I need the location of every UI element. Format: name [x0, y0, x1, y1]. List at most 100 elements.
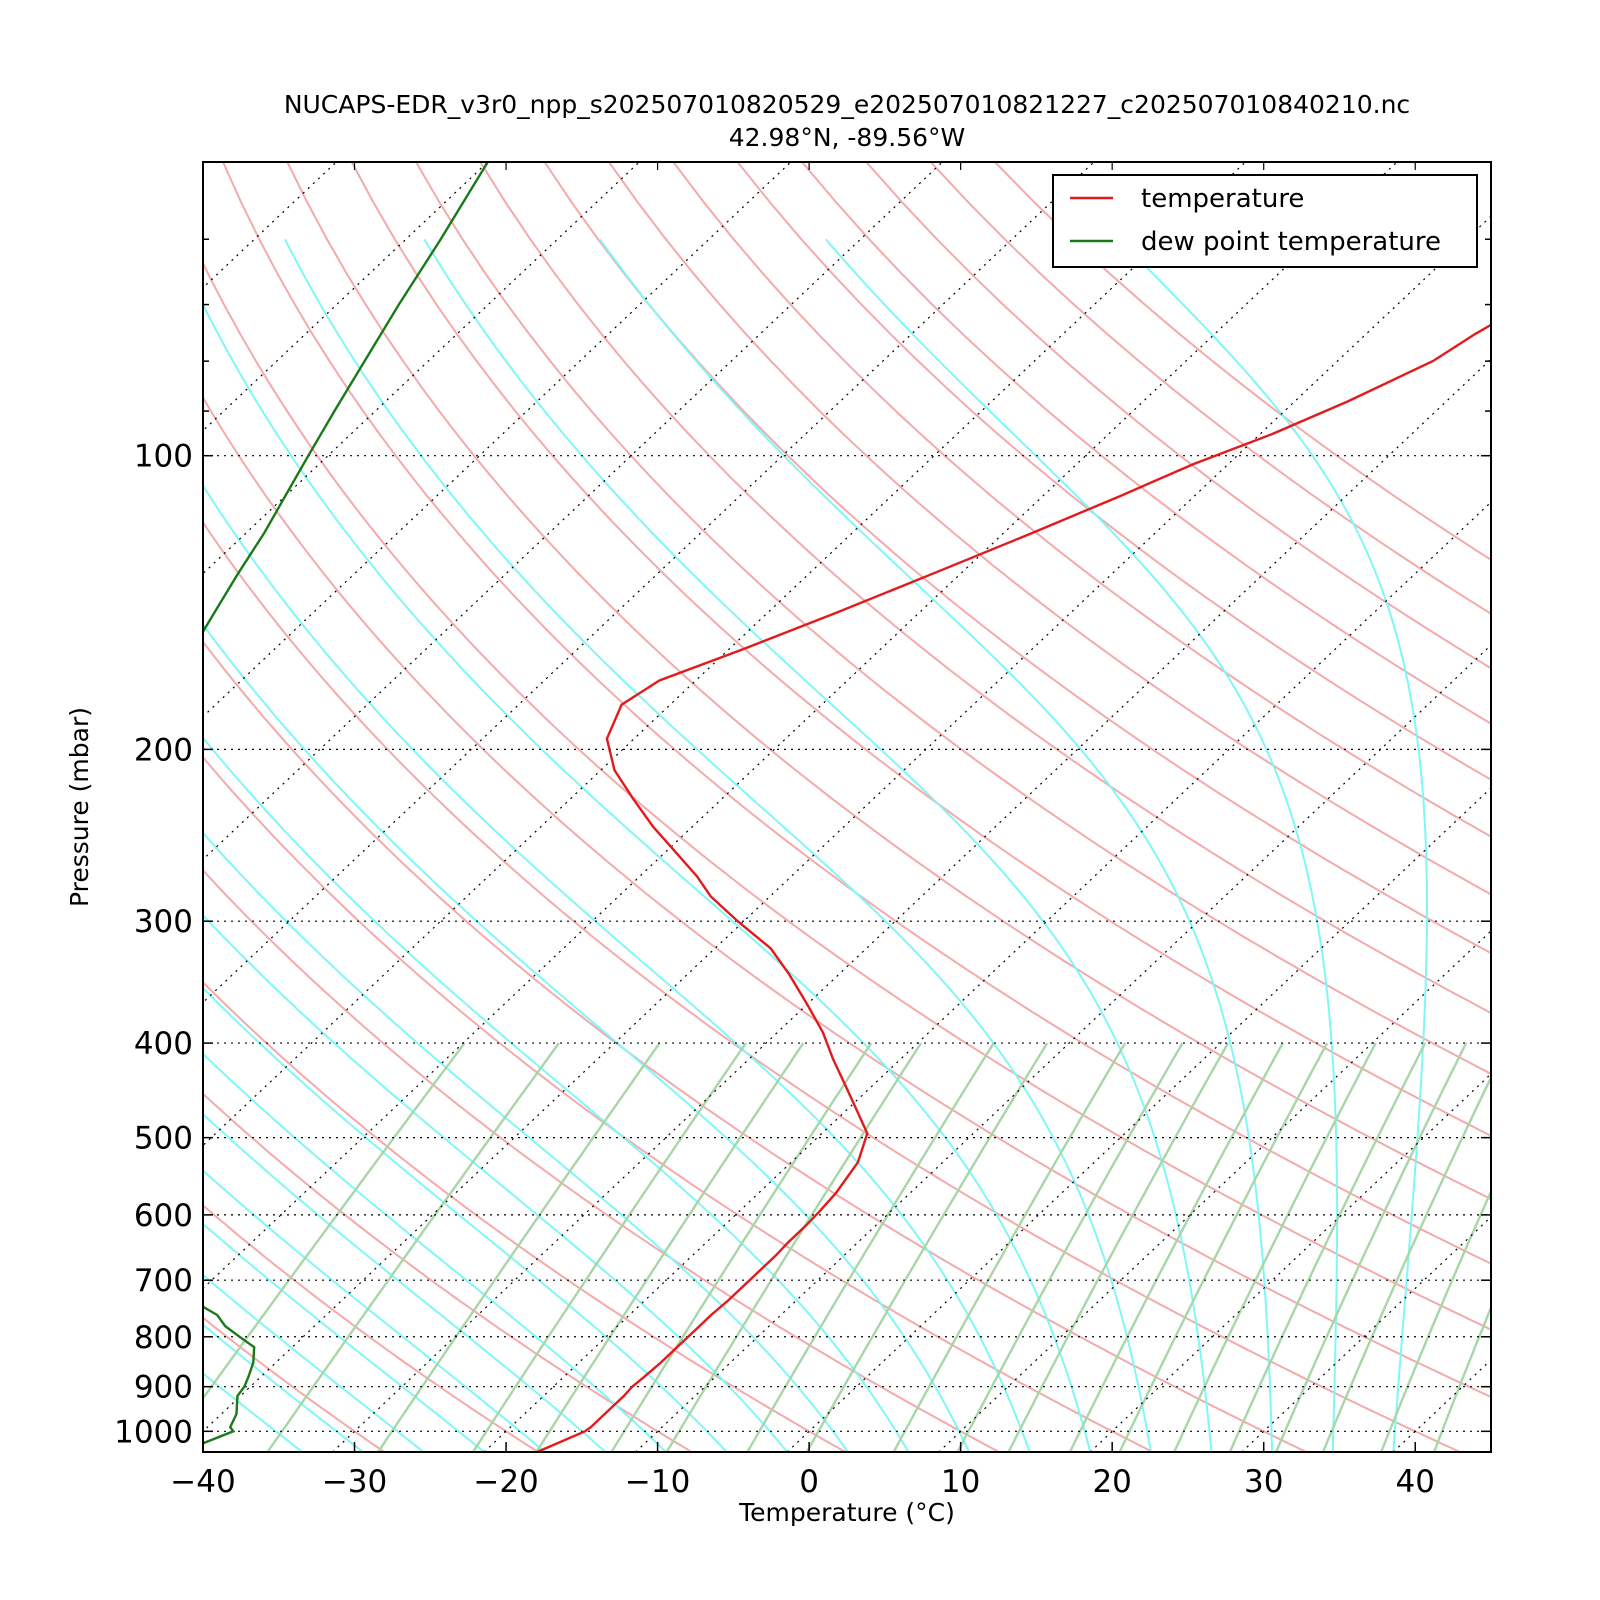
moist-adiabat	[203, 913, 788, 1452]
moist-adiabat	[203, 1372, 303, 1452]
mixing-ratio-line	[805, 1042, 1049, 1452]
plot-frame	[202, 161, 1492, 1453]
mixing-ratio-line	[1173, 1042, 1377, 1452]
y-axis: 100 200 300 400 500 600 700 800 900 1000	[114, 161, 1491, 1450]
chart-title: NUCAPS-EDR_v3r0_npp_s202507010820529_e20…	[284, 90, 1410, 119]
dry-adiabat	[203, 1316, 385, 1452]
isotherm-line	[0, 162, 33, 1452]
y-tick-label: 500	[134, 1121, 193, 1157]
dry-adiabat	[608, 162, 1491, 896]
mixing-ratio-line	[1118, 1042, 1329, 1452]
y-tick-label: 700	[134, 1263, 193, 1299]
isotherm-line	[203, 162, 943, 861]
moist-adiabat	[203, 302, 1092, 1452]
dry-adiabat	[286, 162, 1491, 1201]
dry-adiabat	[479, 162, 1491, 1015]
y-tick-label: 1000	[114, 1414, 193, 1450]
isobar-gridlines	[203, 455, 1491, 1432]
dry-adiabat	[203, 395, 1491, 1399]
mixing-ratio-line	[472, 1042, 747, 1452]
mixing-ratio-line	[1380, 1188, 1491, 1452]
mixing-ratio-line	[203, 1042, 466, 1401]
dry-adiabat	[543, 162, 1491, 955]
dry-adiabats	[203, 162, 1491, 1452]
dry-adiabat	[203, 640, 1307, 1452]
mixing-ratio-line	[266, 1042, 560, 1452]
x-tick-label: 30	[1244, 1464, 1283, 1500]
x-tick-label: −20	[473, 1464, 538, 1500]
x-tick-label: 40	[1396, 1464, 1435, 1500]
x-tick-label: −10	[625, 1464, 690, 1500]
moist-adiabat	[284, 238, 1152, 1452]
legend-box	[1052, 174, 1478, 268]
moist-adiabat	[203, 1273, 425, 1452]
y-tick-label: 100	[134, 439, 193, 475]
y-tick-label: 600	[134, 1198, 193, 1234]
dewpoint-line	[203, 162, 489, 1445]
y-tick-label: 800	[134, 1320, 193, 1356]
isotherm-line	[203, 215, 1491, 1433]
y-tick-label: 200	[134, 732, 193, 768]
chart-subtitle: 42.98°N, -89.56°W	[729, 123, 965, 152]
isotherm-line	[635, 644, 1491, 1452]
dry-adiabat	[203, 1092, 693, 1452]
mixing-ratio-line	[610, 1042, 873, 1452]
isotherm-line	[483, 501, 1491, 1452]
dry-adiabat	[203, 755, 1154, 1452]
moist-adiabat	[203, 483, 1031, 1452]
dry-adiabat	[203, 520, 1461, 1452]
x-tick-label: −40	[170, 1464, 235, 1500]
mixing-ratio-line	[746, 1042, 995, 1452]
temperature-line	[536, 323, 1491, 1452]
dry-adiabat	[672, 162, 1491, 838]
moist-adiabat	[423, 238, 1213, 1452]
isotherms	[0, 162, 1600, 1452]
x-axis: −40 −30 −20 −10 0 10 20 30 40	[170, 1442, 1435, 1500]
mixing-ratio-lines	[203, 1042, 1491, 1452]
isotherm-line	[1545, 162, 1600, 1452]
top-minor-ticks	[353, 162, 1416, 170]
isotherm-line	[203, 162, 1398, 1290]
y-axis-label: Pressure (mbar)	[65, 707, 94, 907]
legend-temperature-label: temperature	[1141, 184, 1304, 214]
mixing-ratio-line	[535, 1042, 805, 1452]
moist-adiabat	[203, 623, 970, 1452]
dry-adiabat	[203, 869, 1000, 1452]
moist-adiabat	[203, 736, 910, 1452]
isotherm-line	[332, 358, 1491, 1452]
mixing-ratio-line	[1007, 1042, 1230, 1452]
mixing-ratio-line	[956, 1042, 1184, 1452]
x-tick-label: 0	[799, 1464, 819, 1500]
moist-adiabat	[203, 1323, 364, 1452]
mixing-ratio-line	[1068, 1042, 1284, 1452]
x-tick-label: 20	[1092, 1464, 1131, 1500]
moist-adiabat	[824, 238, 1339, 1452]
dry-adiabat	[415, 162, 1491, 1075]
moist-adiabat	[203, 1222, 485, 1452]
mixing-ratio-line	[1432, 1304, 1491, 1452]
x-tick-label: 10	[941, 1464, 980, 1500]
mixing-ratio-line	[1228, 1042, 1427, 1452]
isotherm-line	[203, 162, 1246, 1147]
moist-adiabats	[203, 238, 1428, 1452]
moist-adiabat	[1118, 238, 1428, 1452]
mixing-ratio-line	[892, 1042, 1127, 1452]
y-tick-label: 400	[134, 1026, 193, 1062]
dry-adiabat	[222, 162, 1491, 1265]
x-axis-label: Temperature (°C)	[738, 1498, 955, 1527]
moist-adiabat	[203, 1052, 667, 1452]
mixing-ratio-line	[1321, 1074, 1491, 1452]
y-tick-label: 900	[134, 1370, 193, 1406]
moist-adiabat	[203, 831, 849, 1452]
legend: temperature dew point temperature	[1052, 174, 1478, 268]
y-tick-label: 300	[134, 904, 193, 940]
isotherm-line	[786, 787, 1491, 1452]
moist-adiabat	[203, 986, 728, 1452]
plot-area	[0, 162, 1600, 1452]
mixing-ratio-line	[665, 1042, 923, 1452]
isotherm-line	[203, 162, 1095, 1004]
moist-adiabat	[203, 1169, 546, 1452]
dry-adiabat	[350, 162, 1491, 1137]
dry-adiabat	[203, 260, 1491, 1331]
